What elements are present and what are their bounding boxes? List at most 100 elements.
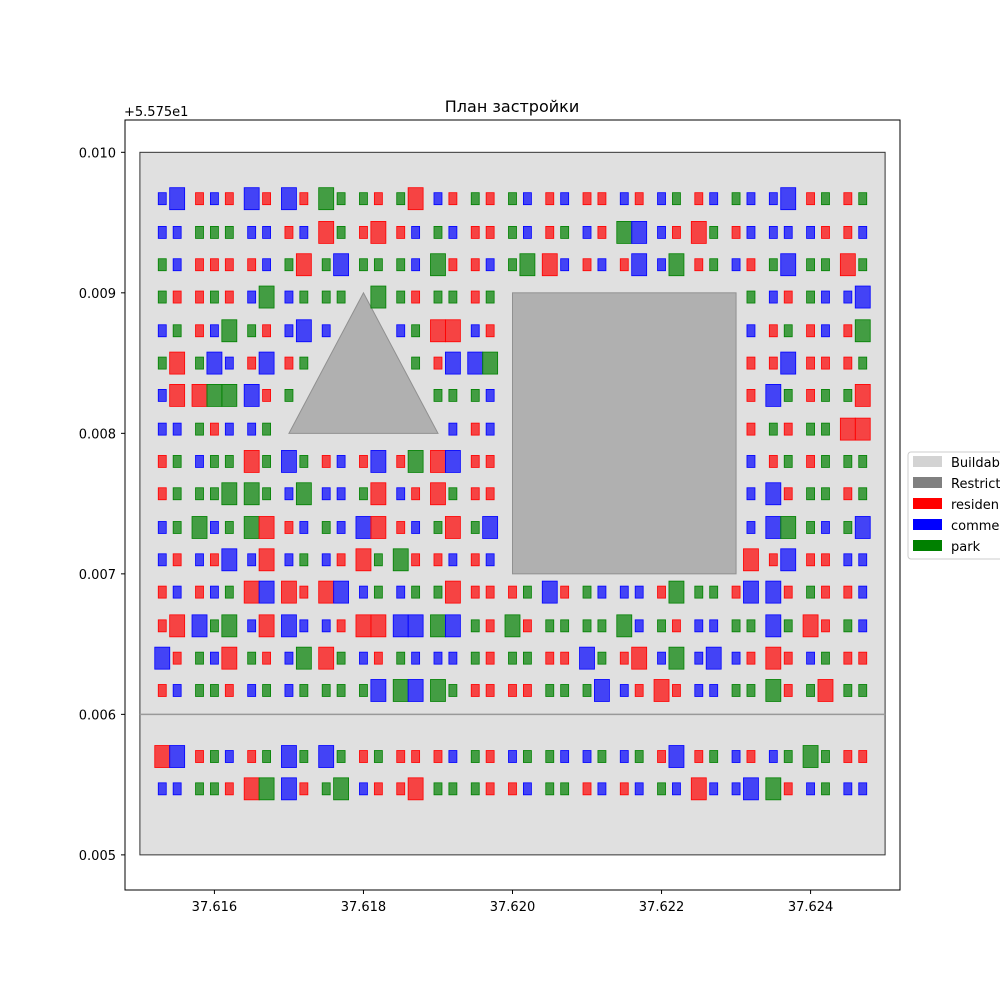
building-residential [690, 777, 707, 801]
building-park [299, 750, 309, 763]
building-residential [221, 646, 238, 670]
building-commercial [448, 651, 458, 665]
building-commercial [396, 585, 406, 599]
building-residential [355, 614, 372, 638]
building-commercial [854, 285, 871, 309]
building-park [731, 192, 741, 206]
building-commercial [281, 745, 297, 768]
building-commercial [210, 324, 219, 338]
building-commercial [355, 516, 372, 539]
building-park [854, 319, 871, 343]
building-commercial [731, 651, 741, 665]
legend: Buildab Restrict residen comme park [907, 451, 1000, 560]
building-residential [433, 750, 443, 763]
building-park [448, 389, 458, 402]
building-commercial [657, 651, 666, 665]
building-residential [157, 455, 167, 468]
building-commercial [206, 351, 223, 375]
building-residential [690, 221, 707, 244]
building-park [858, 356, 868, 370]
building-residential [336, 553, 346, 567]
building-commercial [765, 482, 782, 506]
building-commercial [765, 384, 782, 407]
x-tick-label: 37.622 [639, 900, 685, 915]
building-residential [321, 455, 331, 468]
building-residential [508, 585, 517, 599]
building-commercial [448, 553, 458, 567]
building-commercial [780, 351, 797, 375]
building-residential [284, 521, 294, 534]
building-park [843, 521, 853, 534]
building-commercial [299, 619, 309, 633]
building-commercial [482, 516, 499, 539]
building-commercial [247, 553, 257, 567]
building-park [668, 646, 685, 670]
building-residential [843, 324, 853, 338]
building-commercial [333, 253, 350, 277]
building-park [221, 482, 238, 506]
building-commercial [172, 684, 182, 697]
building-park [746, 684, 756, 697]
building-residential [373, 782, 383, 796]
legend-swatch [913, 540, 942, 551]
building-park [336, 651, 346, 665]
building-commercial [396, 487, 406, 501]
building-park [821, 651, 830, 665]
building-park [843, 389, 853, 402]
building-commercial [444, 450, 461, 473]
building-residential [485, 487, 495, 501]
y-offset-label: +5.575e1 [124, 105, 188, 120]
building-park [545, 782, 555, 796]
building-residential [470, 258, 480, 272]
building-commercial [284, 553, 294, 567]
building-commercial [172, 226, 182, 239]
building-commercial [485, 389, 495, 402]
building-commercial [157, 389, 167, 402]
building-residential [299, 585, 309, 599]
building-residential [195, 258, 204, 272]
building-park [448, 782, 458, 796]
building-commercial [709, 192, 719, 206]
building-residential [470, 290, 480, 304]
building-commercial [221, 548, 238, 572]
building-park [545, 619, 555, 633]
building-commercial [157, 782, 167, 796]
building-residential [370, 482, 387, 506]
building-commercial [284, 651, 294, 665]
building-commercial [806, 782, 815, 796]
building-park [195, 356, 204, 370]
building-residential [657, 585, 666, 599]
building-park [195, 651, 204, 665]
building-park [709, 585, 719, 599]
building-commercial [433, 651, 443, 665]
building-commercial [731, 750, 741, 763]
building-residential [169, 384, 186, 407]
building-residential [821, 226, 830, 239]
building-commercial [560, 192, 570, 206]
building-commercial [705, 646, 722, 670]
building-park [373, 750, 383, 763]
building-residential [411, 290, 421, 304]
building-commercial [806, 226, 815, 239]
building-park [545, 684, 555, 697]
building-park [224, 521, 234, 534]
building-park [470, 389, 480, 402]
building-park [336, 750, 346, 763]
building-park [195, 684, 204, 697]
building-commercial [407, 679, 424, 702]
building-residential [843, 651, 853, 665]
building-residential [508, 782, 517, 796]
y-tick-label: 0.008 [79, 427, 116, 442]
building-park [765, 679, 782, 702]
building-commercial [709, 684, 719, 697]
building-residential [433, 356, 443, 370]
building-commercial [281, 777, 297, 801]
building-commercial [843, 553, 853, 567]
building-park [396, 258, 406, 272]
legend-label: park [951, 540, 981, 555]
building-park [858, 455, 868, 468]
building-park [433, 290, 443, 304]
building-residential [806, 192, 815, 206]
building-residential [281, 580, 297, 604]
building-park [299, 455, 309, 468]
